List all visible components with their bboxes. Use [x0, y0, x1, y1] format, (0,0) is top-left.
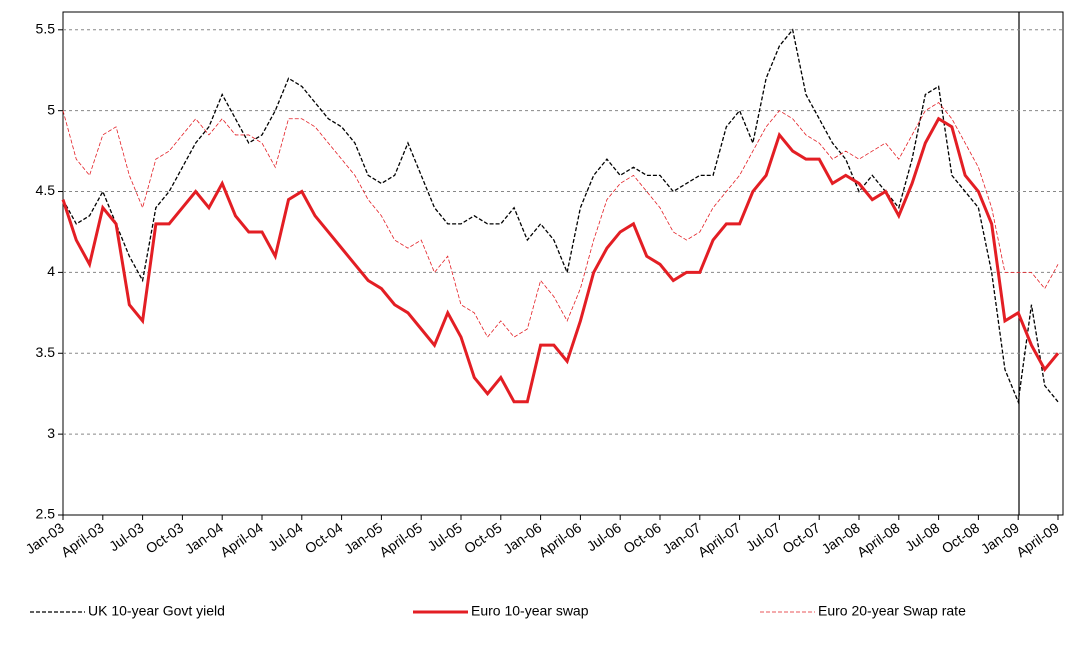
x-tick-label: April-03: [58, 519, 107, 560]
y-tick-label: 3.5: [36, 344, 56, 360]
x-tick-label: Oct-06: [620, 519, 664, 556]
x-tick-label: Oct-07: [779, 519, 823, 556]
y-tick-label: 5: [47, 101, 55, 117]
legend-label: Euro 20-year Swap rate: [818, 603, 966, 619]
legend-label: UK 10-year Govt yield: [88, 603, 225, 619]
series-line: [62, 102, 1059, 338]
y-tick-label: 4: [47, 263, 55, 279]
y-tick-label: 3: [47, 425, 55, 441]
y-tick-label: 2.5: [36, 506, 56, 522]
x-tick-label: Jul-07: [743, 519, 784, 554]
y-tick-label: 5.5: [36, 20, 56, 36]
x-tick-label: Oct-03: [143, 519, 187, 556]
x-tick-label: April-07: [695, 519, 744, 560]
series-line: [61, 116, 1060, 404]
legend-label: Euro 10-year swap: [471, 603, 589, 619]
x-tick-label: Oct-04: [302, 519, 346, 556]
x-tick-label: Jul-04: [265, 519, 306, 554]
x-tick-label: April-06: [536, 519, 585, 560]
y-tick-label: 4.5: [36, 182, 56, 198]
x-tick-label: Oct-08: [939, 519, 983, 556]
x-tick-label: April-09: [1013, 519, 1062, 560]
x-tick-label: April-05: [376, 519, 425, 560]
x-tick-label: Jul-06: [584, 519, 625, 554]
x-tick-label: April-08: [854, 519, 903, 560]
plot-frame: [62, 11, 1064, 516]
x-tick-label: Oct-05: [461, 519, 505, 556]
x-tick-label: Jul-05: [424, 519, 465, 554]
x-tick-label: Jul-03: [106, 519, 147, 554]
x-tick-label: April-04: [217, 519, 266, 560]
series-line: [62, 28, 1059, 405]
x-tick-label: Jul-08: [902, 519, 943, 554]
